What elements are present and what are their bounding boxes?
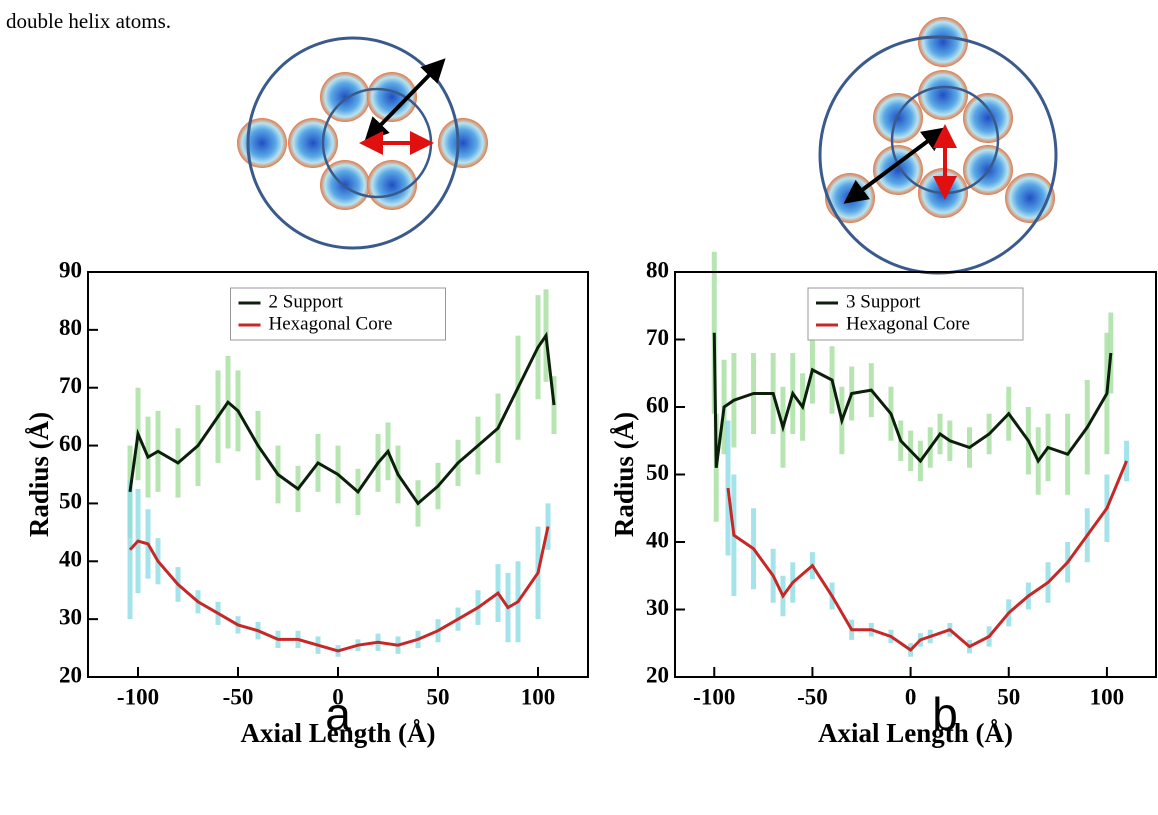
- x-tick-label: 50: [997, 684, 1020, 709]
- y-tick-label: 50: [646, 460, 669, 485]
- panel-label: b: [932, 688, 958, 740]
- x-tick-label: 100: [521, 684, 556, 709]
- legend-label: 3 Support: [846, 291, 921, 312]
- x-tick-label: 0: [332, 684, 344, 709]
- y-tick-label: 40: [646, 527, 669, 552]
- plot-frame: [87, 271, 589, 678]
- y-axis-label: Radius (Å): [24, 412, 54, 537]
- legend-label: 2 Support: [269, 291, 344, 312]
- legend-box: [230, 287, 446, 341]
- x-tick-label: 0: [905, 684, 917, 709]
- y-tick-label: 90: [59, 257, 82, 282]
- y-tick-label: 50: [59, 489, 82, 514]
- legend-label: Hexagonal Core: [846, 313, 970, 334]
- series-line: [726, 460, 1128, 652]
- y-tick-label: 30: [646, 595, 669, 620]
- y-tick-label: 80: [646, 257, 669, 282]
- y-tick-label: 70: [59, 373, 82, 398]
- x-axis-label: Axial Length (Å): [241, 718, 436, 748]
- x-tick-label: 100: [1090, 684, 1125, 709]
- y-tick-label: 30: [59, 604, 82, 629]
- x-axis-label: Axial Length (Å): [818, 718, 1013, 748]
- y-tick-label: 20: [59, 662, 82, 687]
- diagram-b: [818, 17, 1058, 275]
- x-tick-label: -50: [223, 684, 254, 709]
- caption-fragment: double helix atoms.: [6, 9, 171, 33]
- x-tick-label: -100: [117, 684, 159, 709]
- plot-frame: [674, 271, 1157, 678]
- x-tick-label: 50: [427, 684, 450, 709]
- legend-box: [807, 287, 1024, 341]
- x-tick-label: -50: [797, 684, 828, 709]
- legend-label: Hexagonal Core: [269, 313, 393, 334]
- y-tick-label: 60: [59, 431, 82, 456]
- y-tick-label: 80: [59, 315, 82, 340]
- series-line: [712, 332, 1113, 468]
- y-tick-label: 70: [646, 325, 669, 350]
- y-tick-label: 40: [59, 547, 82, 572]
- diagram-a: [237, 36, 488, 250]
- y-tick-label: 20: [646, 662, 669, 687]
- panel-label: a: [325, 688, 351, 740]
- y-axis-label: Radius (Å): [609, 412, 639, 537]
- series-line: [128, 331, 556, 506]
- y-tick-label: 60: [646, 392, 669, 417]
- series-line: [128, 526, 550, 653]
- x-tick-label: -100: [693, 684, 735, 709]
